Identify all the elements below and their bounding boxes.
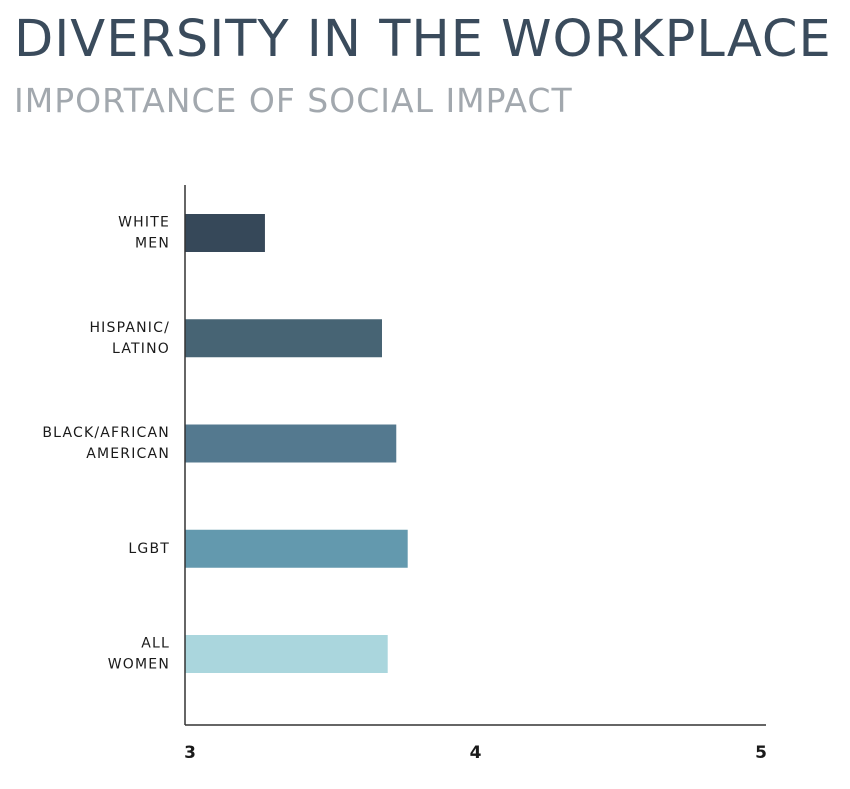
axes-group [184,185,766,726]
bar [185,319,382,358]
tick-labels-group: 3 4 5 [184,743,767,763]
chart-title: DIVERSITY IN THE WORKPLACE [14,10,832,69]
chart-subtitle: IMPORTANCE OF SOCIAL IMPACT [14,81,573,120]
x-tick-label: 3 [184,743,196,763]
category-labels-group: WHITE MEN HISPANIC/LATINO BLACK/AFRICAN AMER… [42,215,170,673]
category-label: LATINO [112,341,170,357]
category-label: MEN [135,236,170,252]
x-tick-label: 4 [470,743,482,763]
bar [185,214,265,252]
bars-group [185,214,408,673]
bar [185,424,397,463]
category-label: AMERICAN [86,446,170,462]
x-tick-label: 5 [755,743,767,763]
category-label: WOMEN [108,657,170,673]
category-label: HISPANIC/ [89,320,170,336]
bar [185,635,388,673]
category-label: WHITE [118,215,170,231]
category-label: ALL [141,636,170,652]
category-label: LGBT [128,541,170,557]
category-label: BLACK/AFRICAN [42,425,170,441]
bar [185,529,408,568]
